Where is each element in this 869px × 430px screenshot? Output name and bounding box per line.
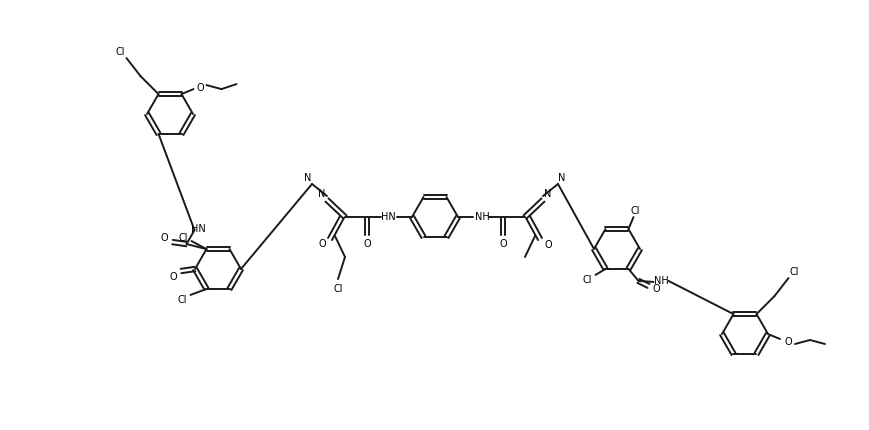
Text: Cl: Cl (789, 267, 799, 276)
Text: Cl: Cl (582, 274, 592, 284)
Text: N: N (544, 189, 551, 199)
Text: O: O (318, 239, 325, 249)
Text: Cl: Cl (177, 294, 187, 304)
Text: O: O (169, 271, 176, 281)
Text: Cl: Cl (630, 206, 640, 215)
Text: O: O (196, 83, 204, 93)
Text: Cl: Cl (178, 233, 188, 243)
Text: HN: HN (381, 212, 395, 221)
Text: N: N (558, 172, 565, 183)
Text: Cl: Cl (116, 47, 125, 57)
Text: HN: HN (191, 224, 206, 233)
Text: O: O (499, 239, 507, 249)
Text: N: N (318, 189, 325, 199)
Text: O: O (161, 233, 168, 243)
Text: NH: NH (653, 275, 668, 285)
Text: NH: NH (474, 212, 489, 221)
Text: N: N (304, 172, 311, 183)
Text: O: O (652, 283, 660, 293)
Text: O: O (783, 336, 791, 346)
Text: O: O (362, 239, 370, 249)
Text: O: O (544, 240, 551, 249)
Text: Cl: Cl (333, 283, 342, 293)
